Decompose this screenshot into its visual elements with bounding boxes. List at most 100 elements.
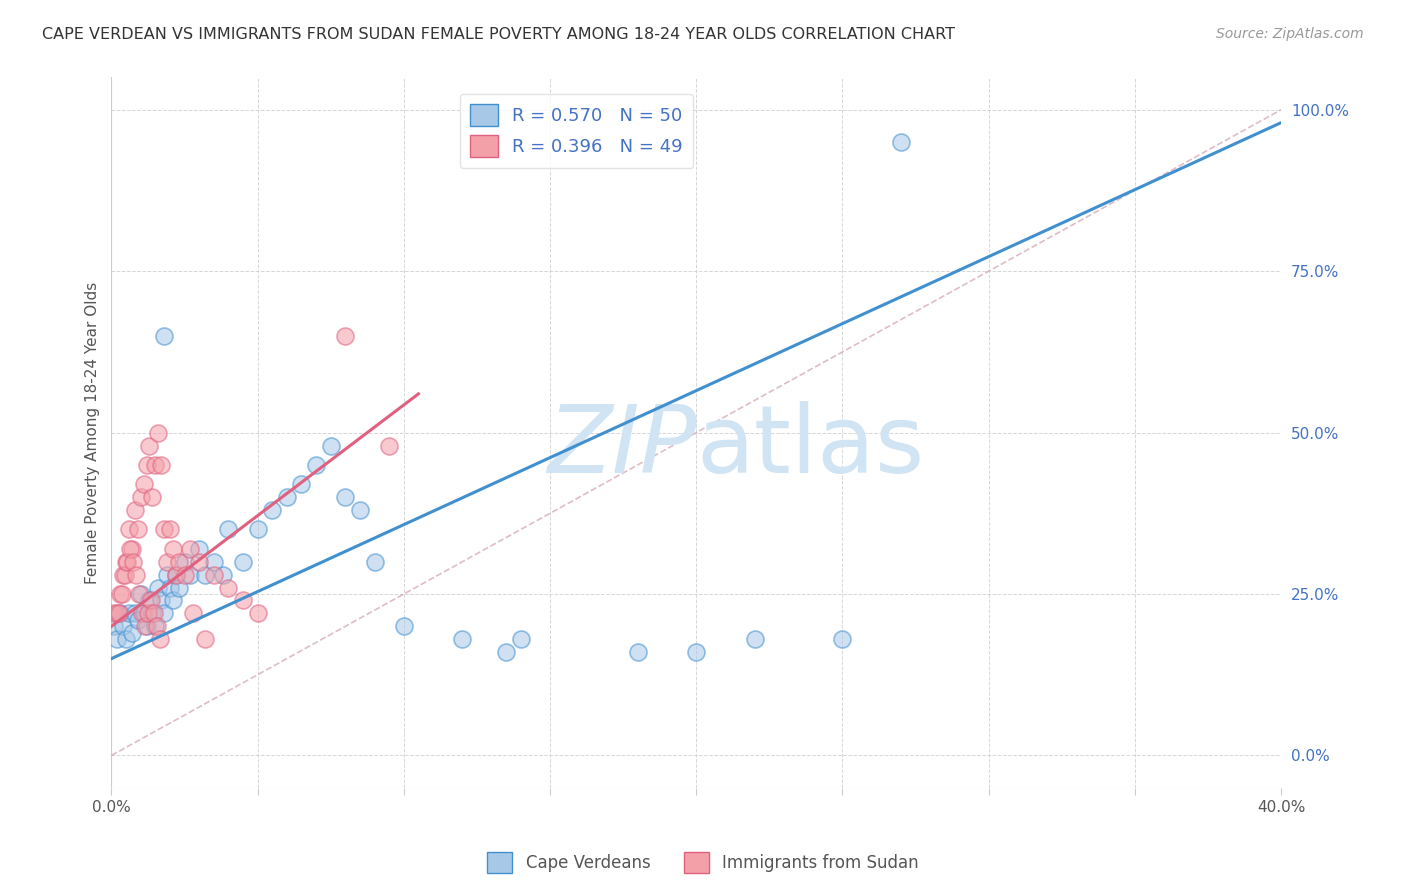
- Point: [127, 523, 149, 537]
- Point: [139, 593, 162, 607]
- Point: [141, 490, 163, 504]
- Point: [173, 567, 195, 582]
- Point: [148, 581, 170, 595]
- Point: [135, 619, 157, 633]
- Point: [115, 555, 138, 569]
- Point: [744, 632, 766, 647]
- Point: [890, 135, 912, 149]
- Point: [363, 555, 385, 569]
- Point: [165, 567, 187, 582]
- Y-axis label: Female Poverty Among 18-24 Year Olds: Female Poverty Among 18-24 Year Olds: [86, 282, 100, 583]
- Point: [121, 625, 143, 640]
- Point: [105, 607, 128, 621]
- Point: [149, 632, 172, 647]
- Point: [495, 645, 517, 659]
- Point: [150, 458, 173, 472]
- Point: [124, 503, 146, 517]
- Legend: Cape Verdeans, Immigrants from Sudan: Cape Verdeans, Immigrants from Sudan: [481, 846, 925, 880]
- Point: [127, 613, 149, 627]
- Point: [108, 587, 131, 601]
- Point: [150, 593, 173, 607]
- Point: [181, 607, 204, 621]
- Point: [103, 607, 125, 621]
- Point: [188, 555, 211, 569]
- Point: [202, 555, 225, 569]
- Point: [111, 587, 134, 601]
- Point: [153, 607, 176, 621]
- Point: [194, 567, 217, 582]
- Point: [120, 541, 142, 556]
- Point: [159, 581, 181, 595]
- Text: CAPE VERDEAN VS IMMIGRANTS FROM SUDAN FEMALE POVERTY AMONG 18-24 YEAR OLDS CORRE: CAPE VERDEAN VS IMMIGRANTS FROM SUDAN FE…: [42, 27, 955, 42]
- Point: [194, 632, 217, 647]
- Point: [118, 523, 141, 537]
- Point: [143, 619, 166, 633]
- Point: [128, 587, 150, 601]
- Point: [685, 645, 707, 659]
- Point: [115, 632, 138, 647]
- Point: [232, 593, 254, 607]
- Point: [142, 607, 165, 621]
- Point: [188, 541, 211, 556]
- Point: [217, 581, 239, 595]
- Point: [103, 619, 125, 633]
- Point: [319, 438, 342, 452]
- Point: [141, 607, 163, 621]
- Point: [118, 607, 141, 621]
- Point: [378, 438, 401, 452]
- Point: [165, 567, 187, 582]
- Point: [145, 619, 167, 633]
- Point: [136, 607, 159, 621]
- Point: [202, 567, 225, 582]
- Point: [156, 555, 179, 569]
- Point: [509, 632, 531, 647]
- Point: [232, 555, 254, 569]
- Point: [112, 619, 135, 633]
- Point: [156, 567, 179, 582]
- Point: [124, 607, 146, 621]
- Point: [129, 490, 152, 504]
- Point: [179, 541, 201, 556]
- Point: [167, 555, 190, 569]
- Point: [132, 477, 155, 491]
- Point: [217, 523, 239, 537]
- Point: [335, 490, 357, 504]
- Point: [162, 593, 184, 607]
- Point: [135, 458, 157, 472]
- Point: [138, 593, 160, 607]
- Point: [211, 567, 233, 582]
- Point: [831, 632, 853, 647]
- Point: [305, 458, 328, 472]
- Point: [114, 567, 136, 582]
- Point: [290, 477, 312, 491]
- Point: [167, 581, 190, 595]
- Point: [153, 328, 176, 343]
- Point: [107, 607, 129, 621]
- Point: [627, 645, 650, 659]
- Point: [112, 567, 135, 582]
- Point: [122, 555, 145, 569]
- Point: [143, 458, 166, 472]
- Point: [134, 619, 156, 633]
- Point: [392, 619, 415, 633]
- Point: [349, 503, 371, 517]
- Point: [246, 523, 269, 537]
- Legend: R = 0.570   N = 50, R = 0.396   N = 49: R = 0.570 N = 50, R = 0.396 N = 49: [460, 94, 693, 169]
- Point: [125, 567, 148, 582]
- Point: [121, 541, 143, 556]
- Point: [335, 328, 357, 343]
- Text: Source: ZipAtlas.com: Source: ZipAtlas.com: [1216, 27, 1364, 41]
- Point: [246, 607, 269, 621]
- Text: ZIP: ZIP: [547, 401, 696, 492]
- Point: [162, 541, 184, 556]
- Point: [159, 523, 181, 537]
- Point: [108, 607, 131, 621]
- Point: [138, 438, 160, 452]
- Point: [148, 425, 170, 440]
- Point: [179, 567, 201, 582]
- Point: [117, 555, 139, 569]
- Point: [132, 607, 155, 621]
- Point: [276, 490, 298, 504]
- Text: atlas: atlas: [696, 401, 925, 492]
- Point: [173, 555, 195, 569]
